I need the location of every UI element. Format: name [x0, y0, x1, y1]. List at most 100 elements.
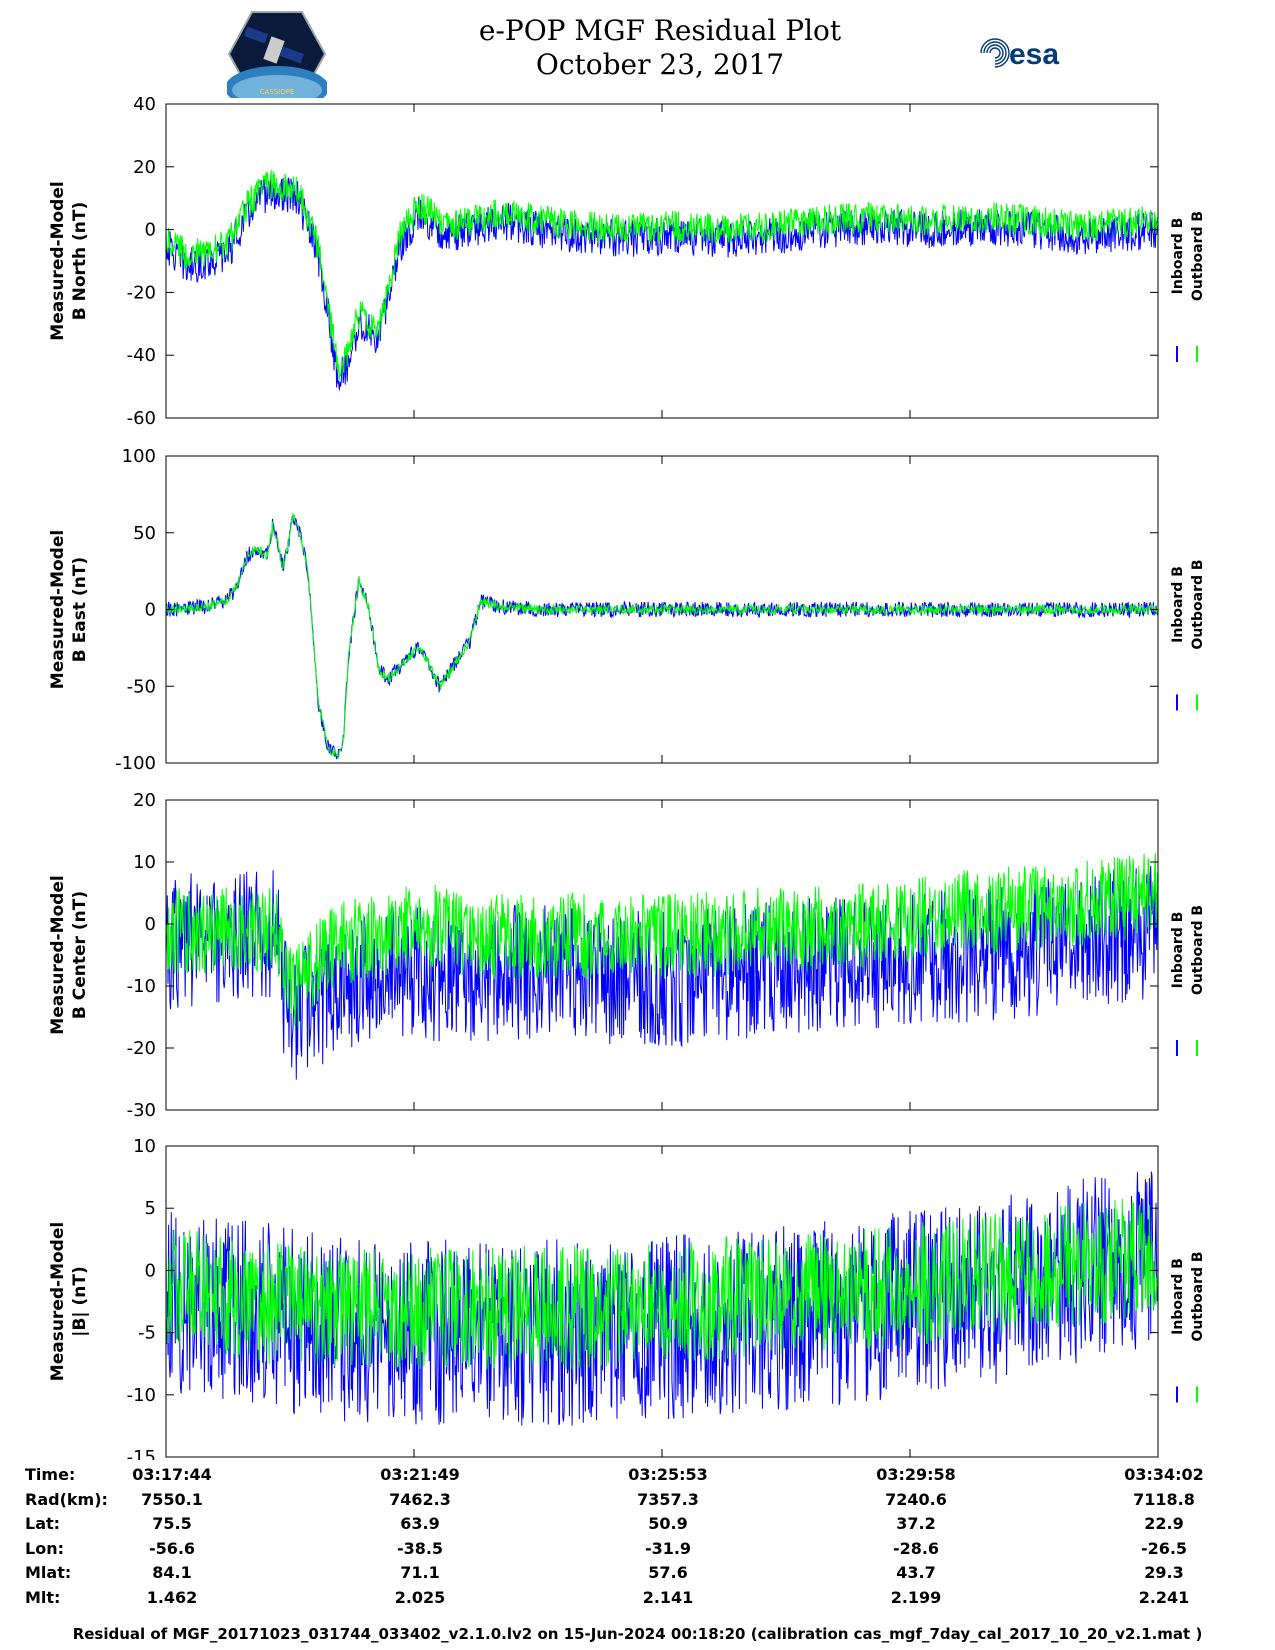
y-tick-label: -30: [127, 1100, 156, 1121]
series-outboard-b-line: [166, 169, 1158, 380]
ephemeris-value: 1.462: [146, 1587, 198, 1607]
series-outboard-b-line: [166, 1198, 1158, 1370]
title-block: e-POP MGF Residual Plot October 23, 2017: [0, 14, 1275, 82]
panel-2: 100 50 0 -50 -100 Measured-Model B East (nT) In…: [48, 446, 1206, 774]
panel-1: 40 20 0 -20 -40 -60 Measured-Model B North (nT)…: [48, 94, 1206, 429]
ephemeris-row: Lat: 75.5 63.9 50.9 37.2 22.9: [0, 1514, 1275, 1538]
ephemeris-value: 50.9: [648, 1514, 688, 1533]
y-axis-label-line: B North (nT): [70, 202, 90, 321]
y-tick-label: 40: [133, 94, 156, 115]
ephemeris-table: Time: 03:17:44 03:21:49 03:25:53 03:29:58 03:…: [0, 1465, 1275, 1615]
ephemeris-value: -31.9: [644, 1538, 692, 1558]
y-tick-label: 0: [145, 1260, 156, 1281]
esa-logo: esa: [980, 38, 1059, 71]
ephemeris-value: 7118.8: [1133, 1489, 1195, 1509]
ephemeris-value: 63.9: [400, 1514, 440, 1533]
y-tick-label: 20: [133, 790, 156, 811]
ephemeris-value: 03:17:44: [132, 1465, 212, 1484]
ephemeris-value: 2.141: [642, 1587, 694, 1607]
ephemeris-value: 22.9: [1144, 1514, 1184, 1533]
esa-logo-text: esa: [1009, 38, 1059, 71]
ephemeris-label: Mlt:: [25, 1587, 61, 1607]
y-tick-label: -20: [127, 1038, 156, 1059]
ephemeris-label: Lat:: [25, 1514, 61, 1533]
y-axis-label-line: B Center (nT): [70, 891, 90, 1019]
y-tick-label: 0: [145, 220, 156, 241]
y-tick-label: 10: [133, 852, 156, 873]
panel-4: 10 5 0 -5 -10 -15 Measured-Model |B| (nT) Inboar…: [48, 1136, 1206, 1460]
y-axis-label: Measured-Model B Center (nT): [48, 875, 90, 1034]
ephemeris-value: -26.5: [1140, 1538, 1188, 1558]
legend-label: Inboard B: [1170, 912, 1186, 989]
ephemeris-value: 7240.6: [885, 1489, 947, 1509]
legend-label: Inboard B: [1170, 218, 1186, 295]
legend-label: Inboard B: [1170, 1258, 1186, 1335]
legend-label: Outboard B: [1190, 559, 1206, 649]
y-tick-label: -50: [127, 676, 156, 697]
ephemeris-value: 37.2: [896, 1514, 936, 1533]
series-inboard-b-line: [166, 515, 1158, 760]
ephemeris-value: 03:29:58: [876, 1465, 956, 1484]
y-tick-label: 5: [145, 1198, 156, 1219]
ephemeris-value: 03:34:02: [1124, 1465, 1204, 1484]
ephemeris-row: Rad(km): 7550.1 7462.3 7357.3 7240.6 7118.8: [0, 1490, 1275, 1514]
legend-label: Outboard B: [1190, 905, 1206, 995]
y-axis-label: Measured-Model B North (nT): [48, 181, 90, 340]
y-axis-label-line: B East (nT): [70, 557, 90, 662]
series-outboard-b-line: [166, 853, 1158, 1028]
y-axis-label-line: Measured-Model: [48, 1222, 68, 1381]
y-tick-label: -20: [127, 282, 156, 303]
panel-3: 20 10 0 -10 -20 -30 Measured-Model B Center (nT…: [48, 790, 1206, 1121]
ephemeris-value: -28.6: [892, 1538, 940, 1558]
cassiope-logo-text: CASSIOPE: [260, 88, 295, 96]
ephemeris-row: Lon: -56.6 -38.5 -31.9 -28.6 -26.5: [0, 1539, 1275, 1563]
y-tick-label: -100: [115, 753, 156, 774]
ephemeris-value: 57.6: [648, 1563, 688, 1582]
ephemeris-value: 75.5: [152, 1514, 192, 1533]
ephemeris-label: Mlat:: [25, 1563, 72, 1582]
legend-label: Inboard B: [1170, 566, 1186, 643]
ephemeris-value: 2.199: [890, 1587, 942, 1607]
ephemeris-value: 2.241: [1138, 1587, 1190, 1607]
ephemeris-value: 03:25:53: [628, 1465, 708, 1484]
series-inboard-b-line: [166, 174, 1158, 391]
series-outboard-b-line: [166, 513, 1158, 759]
y-axis-label-line: Measured-Model: [48, 875, 68, 1034]
ephemeris-label: Rad(km):: [25, 1489, 108, 1509]
y-axis-label-line: Measured-Model: [48, 181, 68, 340]
ephemeris-label: Time:: [25, 1465, 76, 1484]
ephemeris-value: 03:21:49: [380, 1465, 460, 1484]
legend-label: Outboard B: [1190, 211, 1206, 301]
y-tick-label: -10: [127, 976, 156, 997]
ephemeris-value: 84.1: [152, 1563, 192, 1582]
cassiope-logo: CASSIOPE: [227, 11, 327, 98]
y-axis-label-line: |B| (nT): [70, 1266, 90, 1337]
plot-date: October 23, 2017: [535, 48, 785, 81]
ephemeris-value: 43.7: [896, 1563, 936, 1582]
y-tick-label: 20: [133, 157, 156, 178]
ephemeris-value: -38.5: [396, 1538, 444, 1558]
ephemeris-value: 2.025: [394, 1587, 446, 1607]
ephemeris-label: Lon:: [25, 1538, 64, 1558]
ephemeris-value: 7550.1: [141, 1489, 203, 1509]
ephemeris-value: 71.1: [400, 1563, 440, 1582]
footer-caption: Residual of MGF_20171023_031744_033402_v…: [72, 1625, 1203, 1643]
axes-box: [165, 103, 1159, 419]
y-axis-label: Measured-Model B East (nT): [48, 530, 90, 689]
ephemeris-value: 7462.3: [389, 1489, 451, 1509]
y-axis-label-line: Measured-Model: [48, 530, 68, 689]
ephemeris-row: Mlat: 84.1 71.1 57.6 43.7 29.3: [0, 1563, 1275, 1587]
y-tick-label: 0: [145, 914, 156, 935]
y-tick-label: 10: [133, 1136, 156, 1157]
legend-label: Outboard B: [1190, 1251, 1206, 1341]
y-tick-label: -40: [127, 345, 156, 366]
y-tick-label: -5: [138, 1323, 156, 1344]
plot-title: e-POP MGF Residual Plot: [478, 14, 842, 47]
y-tick-label: 50: [133, 523, 156, 544]
y-tick-label: 100: [122, 446, 156, 467]
y-tick-label: 0: [145, 600, 156, 621]
y-tick-label: -60: [127, 408, 156, 429]
y-tick-label: -10: [127, 1385, 156, 1406]
ephemeris-row: Mlt: 1.462 2.025 2.141 2.199 2.241: [0, 1588, 1275, 1612]
